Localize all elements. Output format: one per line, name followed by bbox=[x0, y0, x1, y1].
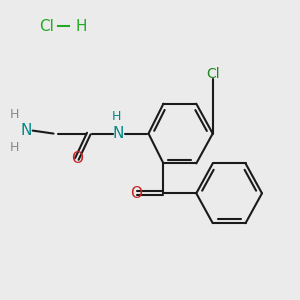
Text: O: O bbox=[130, 186, 142, 201]
Text: Cl: Cl bbox=[206, 67, 220, 81]
Text: N: N bbox=[20, 123, 32, 138]
Text: N: N bbox=[113, 126, 124, 141]
Text: H: H bbox=[112, 110, 121, 123]
Text: O: O bbox=[71, 152, 83, 166]
Text: H: H bbox=[9, 140, 19, 154]
Text: H: H bbox=[9, 108, 19, 121]
Text: H: H bbox=[76, 19, 87, 34]
Text: Cl: Cl bbox=[40, 19, 54, 34]
